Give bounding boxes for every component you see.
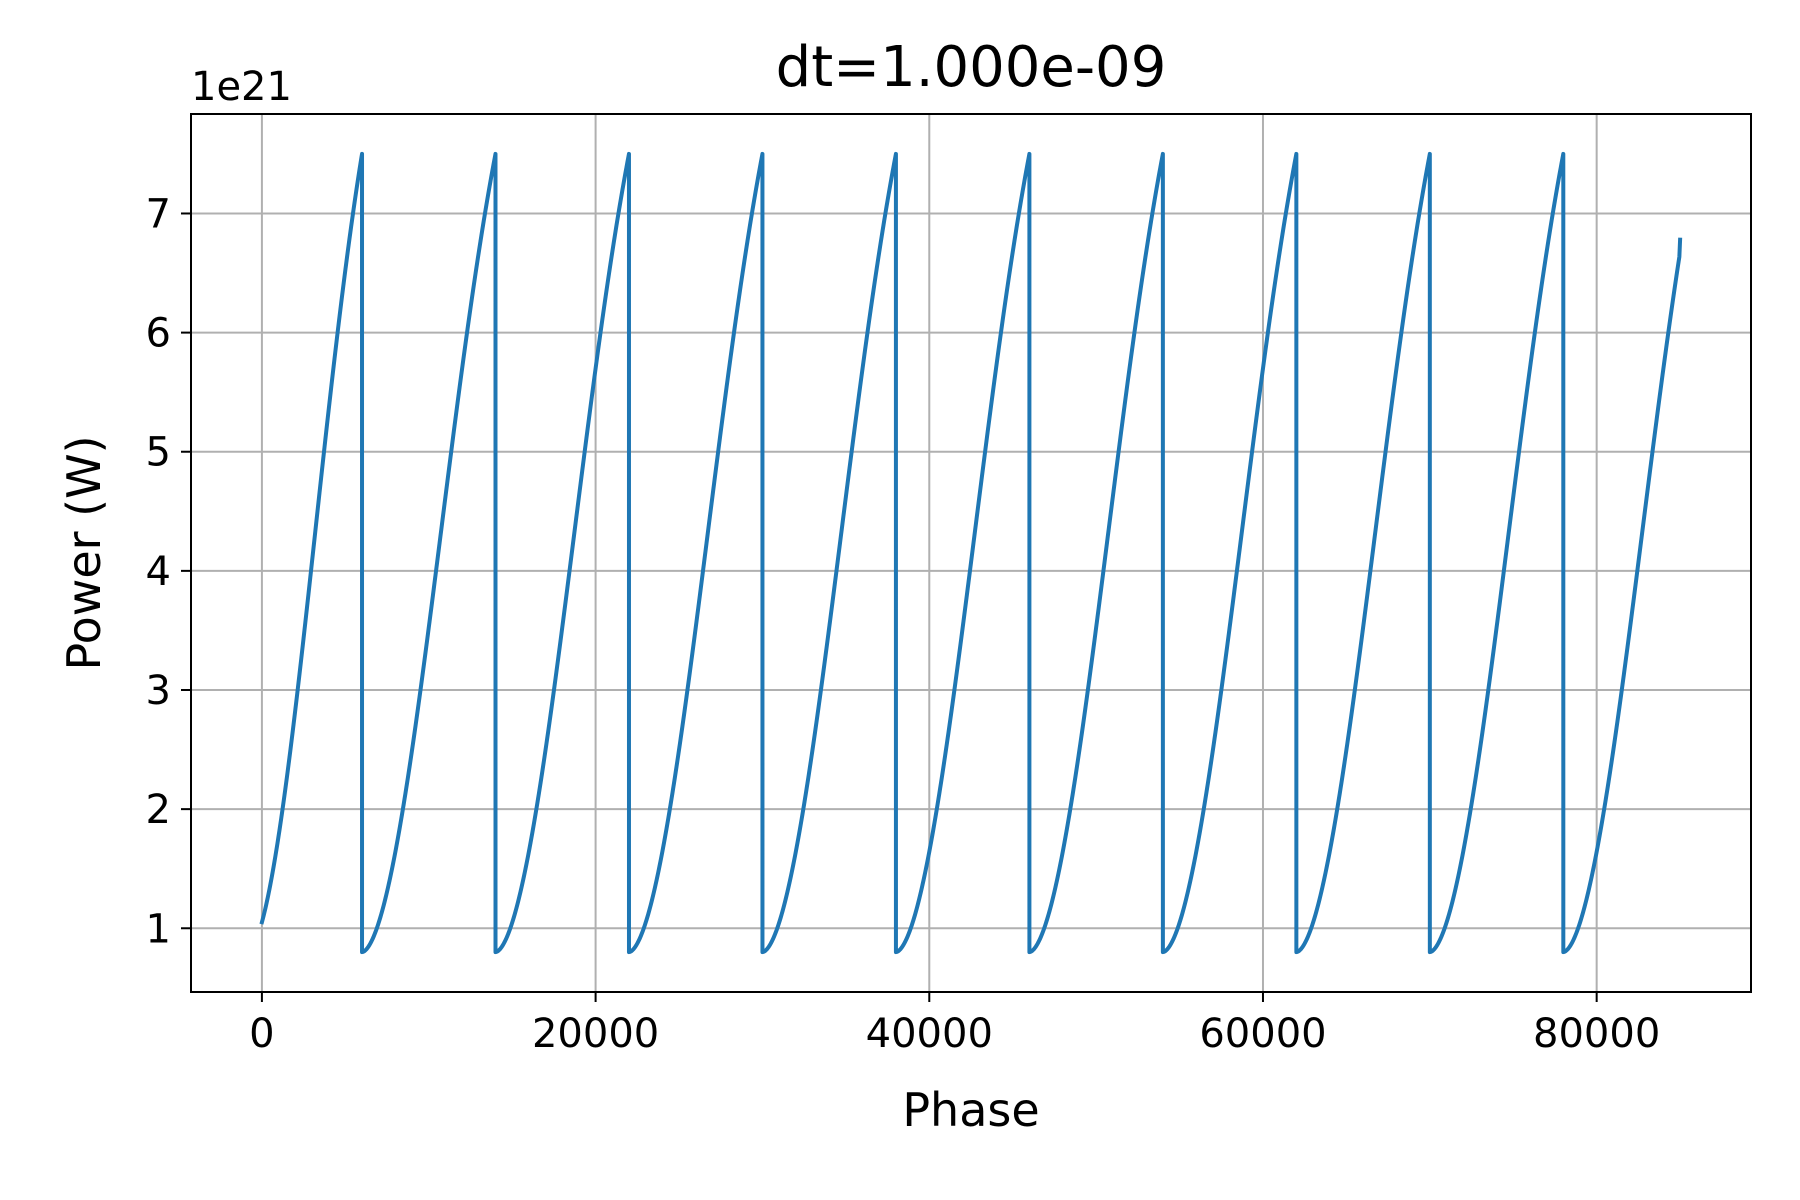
y-axis-offset-label: 1e21	[191, 64, 292, 110]
y-tick-label: 2	[146, 787, 171, 833]
grid-layer	[191, 114, 1751, 992]
x-tick-label: 0	[249, 1011, 274, 1057]
y-tick-label: 5	[146, 430, 171, 476]
x-axis-ticks: 0 20000 40000 60000 80000	[249, 992, 1660, 1057]
plot-frame	[190, 113, 1752, 993]
y-tick-label: 1	[146, 906, 171, 952]
x-tick-label: 40000	[866, 1011, 993, 1057]
x-tick-label: 20000	[532, 1011, 659, 1057]
chart-title: dt=1.000e-09	[776, 35, 1167, 100]
y-tick-label: 7	[146, 191, 171, 237]
y-tick-label: 3	[146, 668, 171, 714]
y-axis-label: Power (W)	[57, 435, 111, 670]
x-tick-label: 80000	[1533, 1011, 1660, 1057]
y-tick-label: 6	[146, 311, 171, 357]
power-series-line	[259, 151, 1683, 955]
y-tick-label: 4	[146, 549, 171, 595]
x-axis-label: Phase	[902, 1083, 1039, 1137]
y-axis-ticks: 1 2 3 4 5 6 7	[146, 191, 191, 952]
x-tick-label: 60000	[1199, 1011, 1326, 1057]
